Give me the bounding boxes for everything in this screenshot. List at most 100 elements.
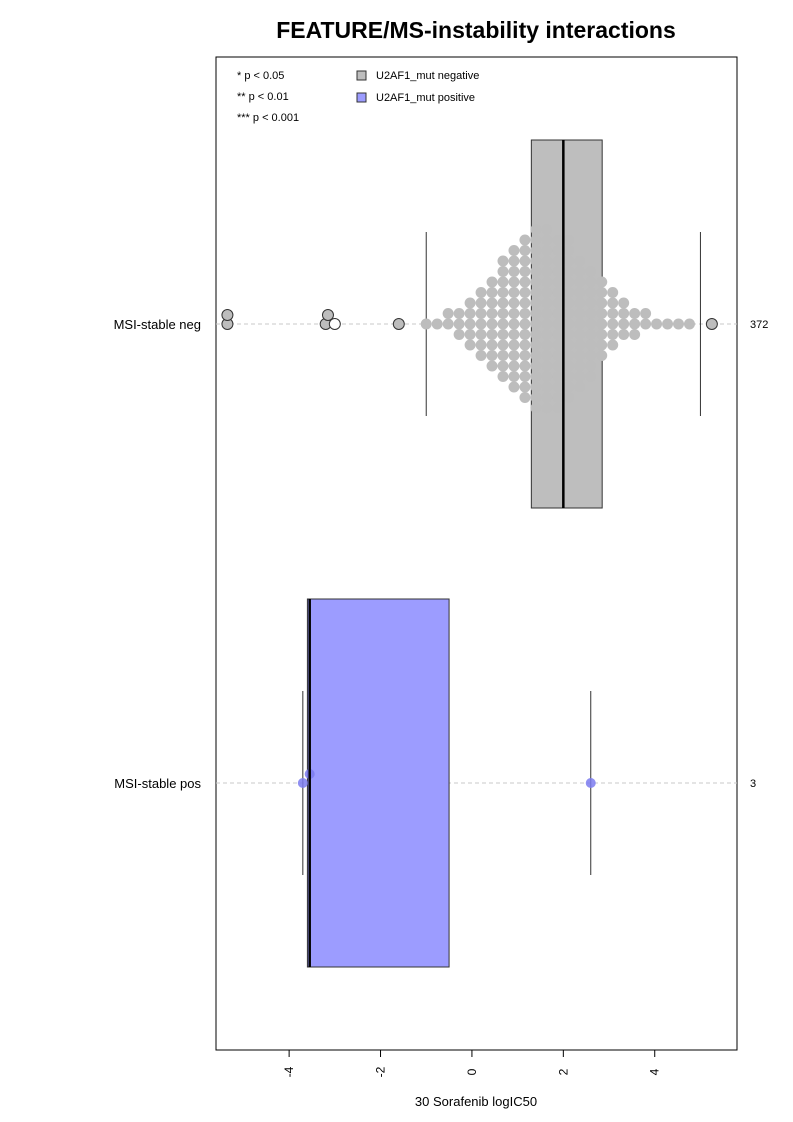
data-point <box>541 245 553 256</box>
data-point <box>563 381 575 393</box>
data-point <box>552 360 564 372</box>
data-point <box>552 276 564 288</box>
data-point <box>607 297 619 309</box>
data-point <box>541 381 553 393</box>
plot-area: MSI-stable neg 372 MSI-stable pos 3 <box>114 139 768 968</box>
data-point <box>464 329 476 340</box>
data-point <box>541 339 553 351</box>
data-point <box>541 371 553 382</box>
data-point <box>508 266 520 277</box>
data-point <box>585 318 597 330</box>
data-point <box>585 339 597 351</box>
data-point <box>563 276 575 288</box>
data-point <box>673 318 685 330</box>
data-point <box>464 318 476 330</box>
data-point <box>497 371 509 382</box>
data-point <box>541 287 553 298</box>
data-point <box>508 276 520 288</box>
data-point <box>552 350 564 361</box>
data-point <box>519 350 531 361</box>
data-point <box>552 234 564 246</box>
data-point <box>574 266 586 277</box>
data-point <box>475 308 487 319</box>
data-point <box>519 339 531 351</box>
data-point <box>475 350 487 361</box>
data-point <box>596 350 608 361</box>
data-point <box>574 371 586 382</box>
data-point <box>486 339 498 351</box>
group-count-label: 372 <box>750 319 768 331</box>
data-point <box>541 308 553 319</box>
data-point <box>530 276 542 288</box>
data-point <box>574 360 586 372</box>
data-point <box>640 308 652 319</box>
data-point <box>640 318 652 330</box>
data-point <box>541 266 553 277</box>
data-point <box>541 360 553 372</box>
data-point <box>596 276 608 288</box>
data-point <box>552 266 564 277</box>
data-point <box>530 234 542 246</box>
data-point <box>530 360 542 372</box>
data-point <box>486 297 498 309</box>
data-point <box>585 308 597 319</box>
x-axis-label: 30 Sorafenib logIC50 <box>415 1094 537 1109</box>
data-point <box>607 318 619 330</box>
data-point <box>596 318 608 330</box>
data-point <box>552 318 564 330</box>
data-point <box>497 350 509 361</box>
data-point <box>530 392 542 403</box>
x-tick-label: 0 <box>465 1068 479 1075</box>
data-point <box>453 318 465 330</box>
data-point <box>618 297 630 309</box>
data-point <box>596 308 608 319</box>
data-point <box>574 350 586 361</box>
data-point <box>662 318 674 330</box>
data-point <box>464 297 476 309</box>
data-point <box>519 297 531 309</box>
data-point <box>552 402 564 414</box>
data-point <box>486 329 498 340</box>
data-point <box>585 778 596 788</box>
data-point <box>508 381 520 393</box>
data-point <box>530 402 542 414</box>
data-point <box>563 245 575 256</box>
data-point <box>552 308 564 319</box>
data-point <box>552 371 564 382</box>
data-point <box>297 778 308 788</box>
data-point <box>574 318 586 330</box>
data-point <box>563 266 575 277</box>
data-point <box>508 350 520 361</box>
data-point <box>497 255 509 267</box>
data-point <box>508 255 520 267</box>
data-point <box>552 339 564 351</box>
data-point <box>541 297 553 309</box>
data-point <box>618 318 630 330</box>
data-point <box>552 392 564 403</box>
data-point <box>574 308 586 319</box>
data-point <box>563 287 575 298</box>
data-point <box>497 297 509 309</box>
legend: * p < 0.05 ** p < 0.01 *** p < 0.001 U2AF1_… <box>237 70 479 124</box>
data-point <box>530 329 542 340</box>
data-point <box>464 308 476 319</box>
data-point <box>497 318 509 330</box>
data-point <box>541 318 553 330</box>
data-point <box>475 339 487 351</box>
outlier-point <box>221 309 234 321</box>
data-point <box>420 318 432 330</box>
data-point <box>629 329 641 340</box>
plot-frame <box>215 56 738 1051</box>
box-1 <box>306 598 450 968</box>
data-point <box>519 318 531 330</box>
data-point <box>552 287 564 298</box>
data-point <box>442 308 454 319</box>
data-point <box>541 234 553 246</box>
data-point <box>508 308 520 319</box>
data-point <box>497 276 509 288</box>
data-point <box>530 245 542 256</box>
data-point <box>530 318 542 330</box>
data-point <box>508 339 520 351</box>
data-point <box>596 339 608 351</box>
